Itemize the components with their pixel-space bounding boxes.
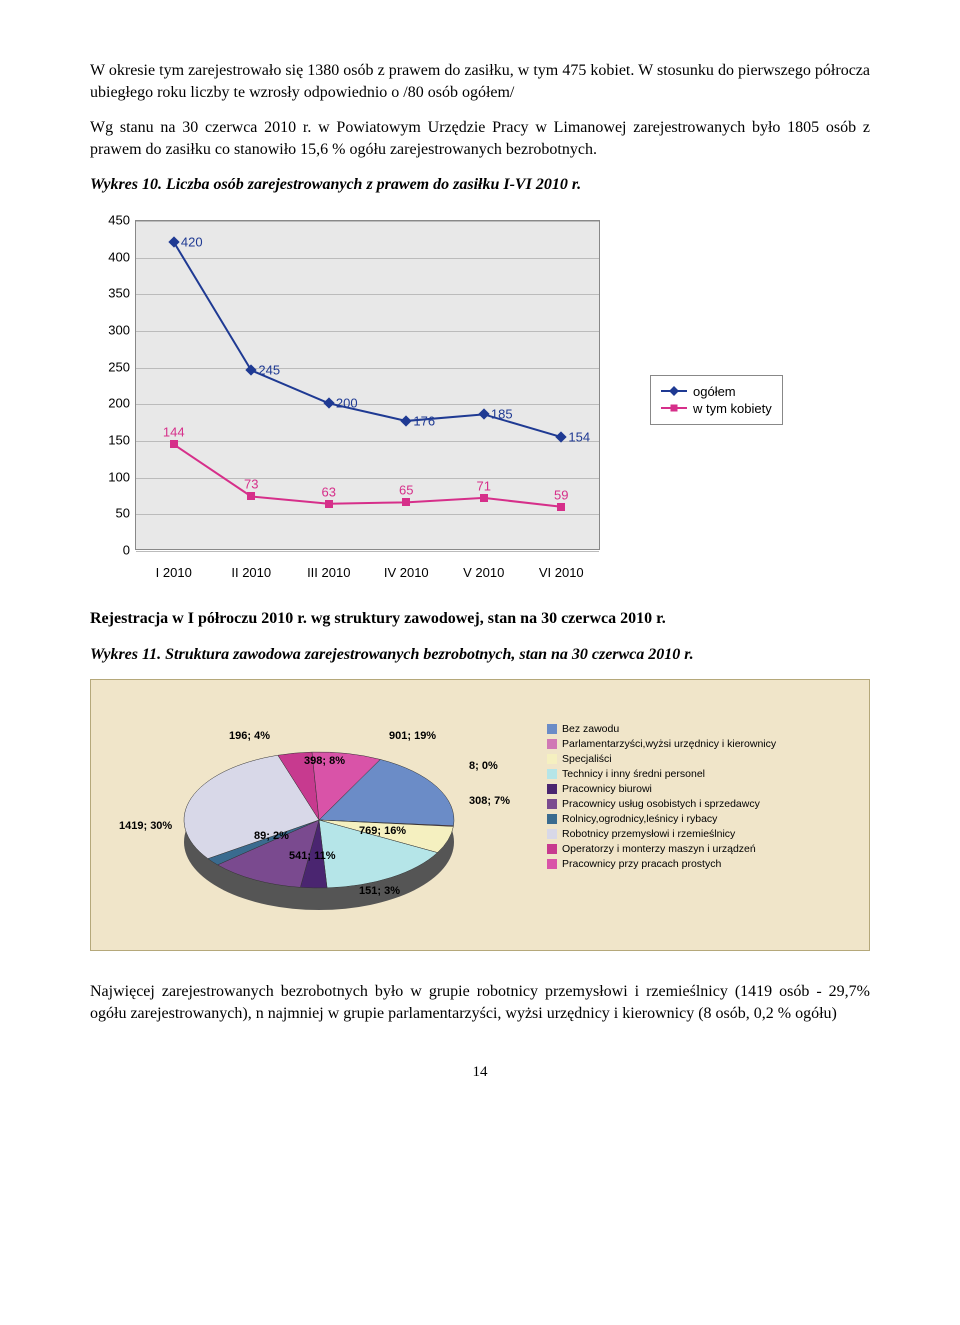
legend-swatch [547,769,557,779]
data-label: 59 [554,487,568,502]
pie-slice-label: 541; 11% [289,850,335,862]
legend-label: Pracownicy przy pracach prostych [562,858,721,870]
pie-slice-label: 308; 7% [469,795,510,807]
legend-label: Parlamentarzyści,wyżsi urzędnicy i kiero… [562,738,776,750]
wykres-11-title: Wykres 11. Struktura zawodowa zarejestro… [90,644,870,666]
data-label: 144 [163,425,185,440]
chart-11-container: 901; 19% 8; 0% 308; 7% 769; 16% 151; 3% 541; … [90,679,870,951]
data-label: 65 [399,483,413,498]
pie-slice-label: 89; 2% [254,830,289,842]
legend-item: Bez zawodu [547,723,776,735]
legend-item: Robotnicy przemysłowi i rzemieślnicy [547,828,776,840]
data-marker [247,492,255,500]
data-label: 154 [568,430,590,445]
pie-slice-label: 769; 16% [359,825,406,837]
chart-10: 050100150200250300350400450I 2010II 2010… [90,210,620,590]
legend-label: Robotnicy przemysłowi i rzemieślnicy [562,828,735,840]
legend-item: Pracownicy usług osobistych i sprzedawcy [547,798,776,810]
chart-11-legend: Bez zawodu Parlamentarzyści,wyżsi urzędni… [547,720,776,873]
legend-swatch [547,784,557,794]
pie-slice-label: 1419; 30% [119,820,172,832]
data-label: 200 [336,396,358,411]
data-label: 63 [322,484,336,499]
data-label: 245 [258,363,280,378]
paragraph-4: Najwięcej zarejestrowanych bezrobotnych … [90,981,870,1024]
page-number: 14 [90,1064,870,1081]
legend-swatch [547,859,557,869]
legend-swatch [547,844,557,854]
chart-10-legend: ogółem w tym kobiety [650,375,783,425]
data-marker [170,440,178,448]
legend-label: Pracownicy biurowi [562,783,652,795]
data-marker [325,500,333,508]
pie-slice-label: 151; 3% [359,885,400,897]
pie-slice-label: 8; 0% [469,760,498,772]
legend-item: Specjaliści [547,753,776,765]
legend-item: Operatorzy i monterzy maszyn i urządzeń [547,843,776,855]
legend-swatch [547,724,557,734]
data-label: 176 [413,413,435,428]
data-label: 185 [491,407,513,422]
legend-label: Technicy i inny średni personel [562,768,705,780]
paragraph-2: Wg stanu na 30 czerwca 2010 r. w Powiato… [90,117,870,160]
chart-10-container: 050100150200250300350400450I 2010II 2010… [90,210,870,590]
legend-label: w tym kobiety [693,401,772,416]
legend-label: Operatorzy i monterzy maszyn i urządzeń [562,843,756,855]
legend-item: Rolnicy,ogrodnicy,leśnicy i rybacy [547,813,776,825]
legend-item: Pracownicy przy pracach prostych [547,858,776,870]
pie-slice-label: 901; 19% [389,730,436,742]
data-label: 71 [477,478,491,493]
paragraph-1: W okresie tym zarejestrowało się 1380 os… [90,60,870,103]
legend-swatch [547,739,557,749]
legend-swatch [547,754,557,764]
legend-label: Specjaliści [562,753,612,765]
legend-swatch [547,799,557,809]
chart-11-pie: 901; 19% 8; 0% 308; 7% 769; 16% 151; 3% 541; … [109,720,529,920]
legend-item: Pracownicy biurowi [547,783,776,795]
legend-swatch [547,829,557,839]
legend-item: Parlamentarzyści,wyżsi urzędnicy i kiero… [547,738,776,750]
legend-swatch [547,814,557,824]
data-label: 73 [244,477,258,492]
legend-label: Pracownicy usług osobistych i sprzedawcy [562,798,760,810]
data-marker [557,503,565,511]
pie-slice-label: 196; 4% [229,730,270,742]
legend-label: ogółem [693,384,736,399]
data-label: 420 [181,234,203,249]
legend-label: Bez zawodu [562,723,619,735]
legend-label: Rolnicy,ogrodnicy,leśnicy i rybacy [562,813,717,825]
legend-item: Technicy i inny średni personel [547,768,776,780]
wykres-10-title: Wykres 10. Liczba osób zarejestrowanych … [90,174,870,196]
paragraph-3: Rejestracja w I półroczu 2010 r. wg stru… [90,608,870,630]
legend-item: w tym kobiety [661,401,772,416]
data-marker [480,494,488,502]
data-marker [402,498,410,506]
legend-item: ogółem [661,384,772,399]
pie-slice-label: 398; 8% [304,755,345,767]
